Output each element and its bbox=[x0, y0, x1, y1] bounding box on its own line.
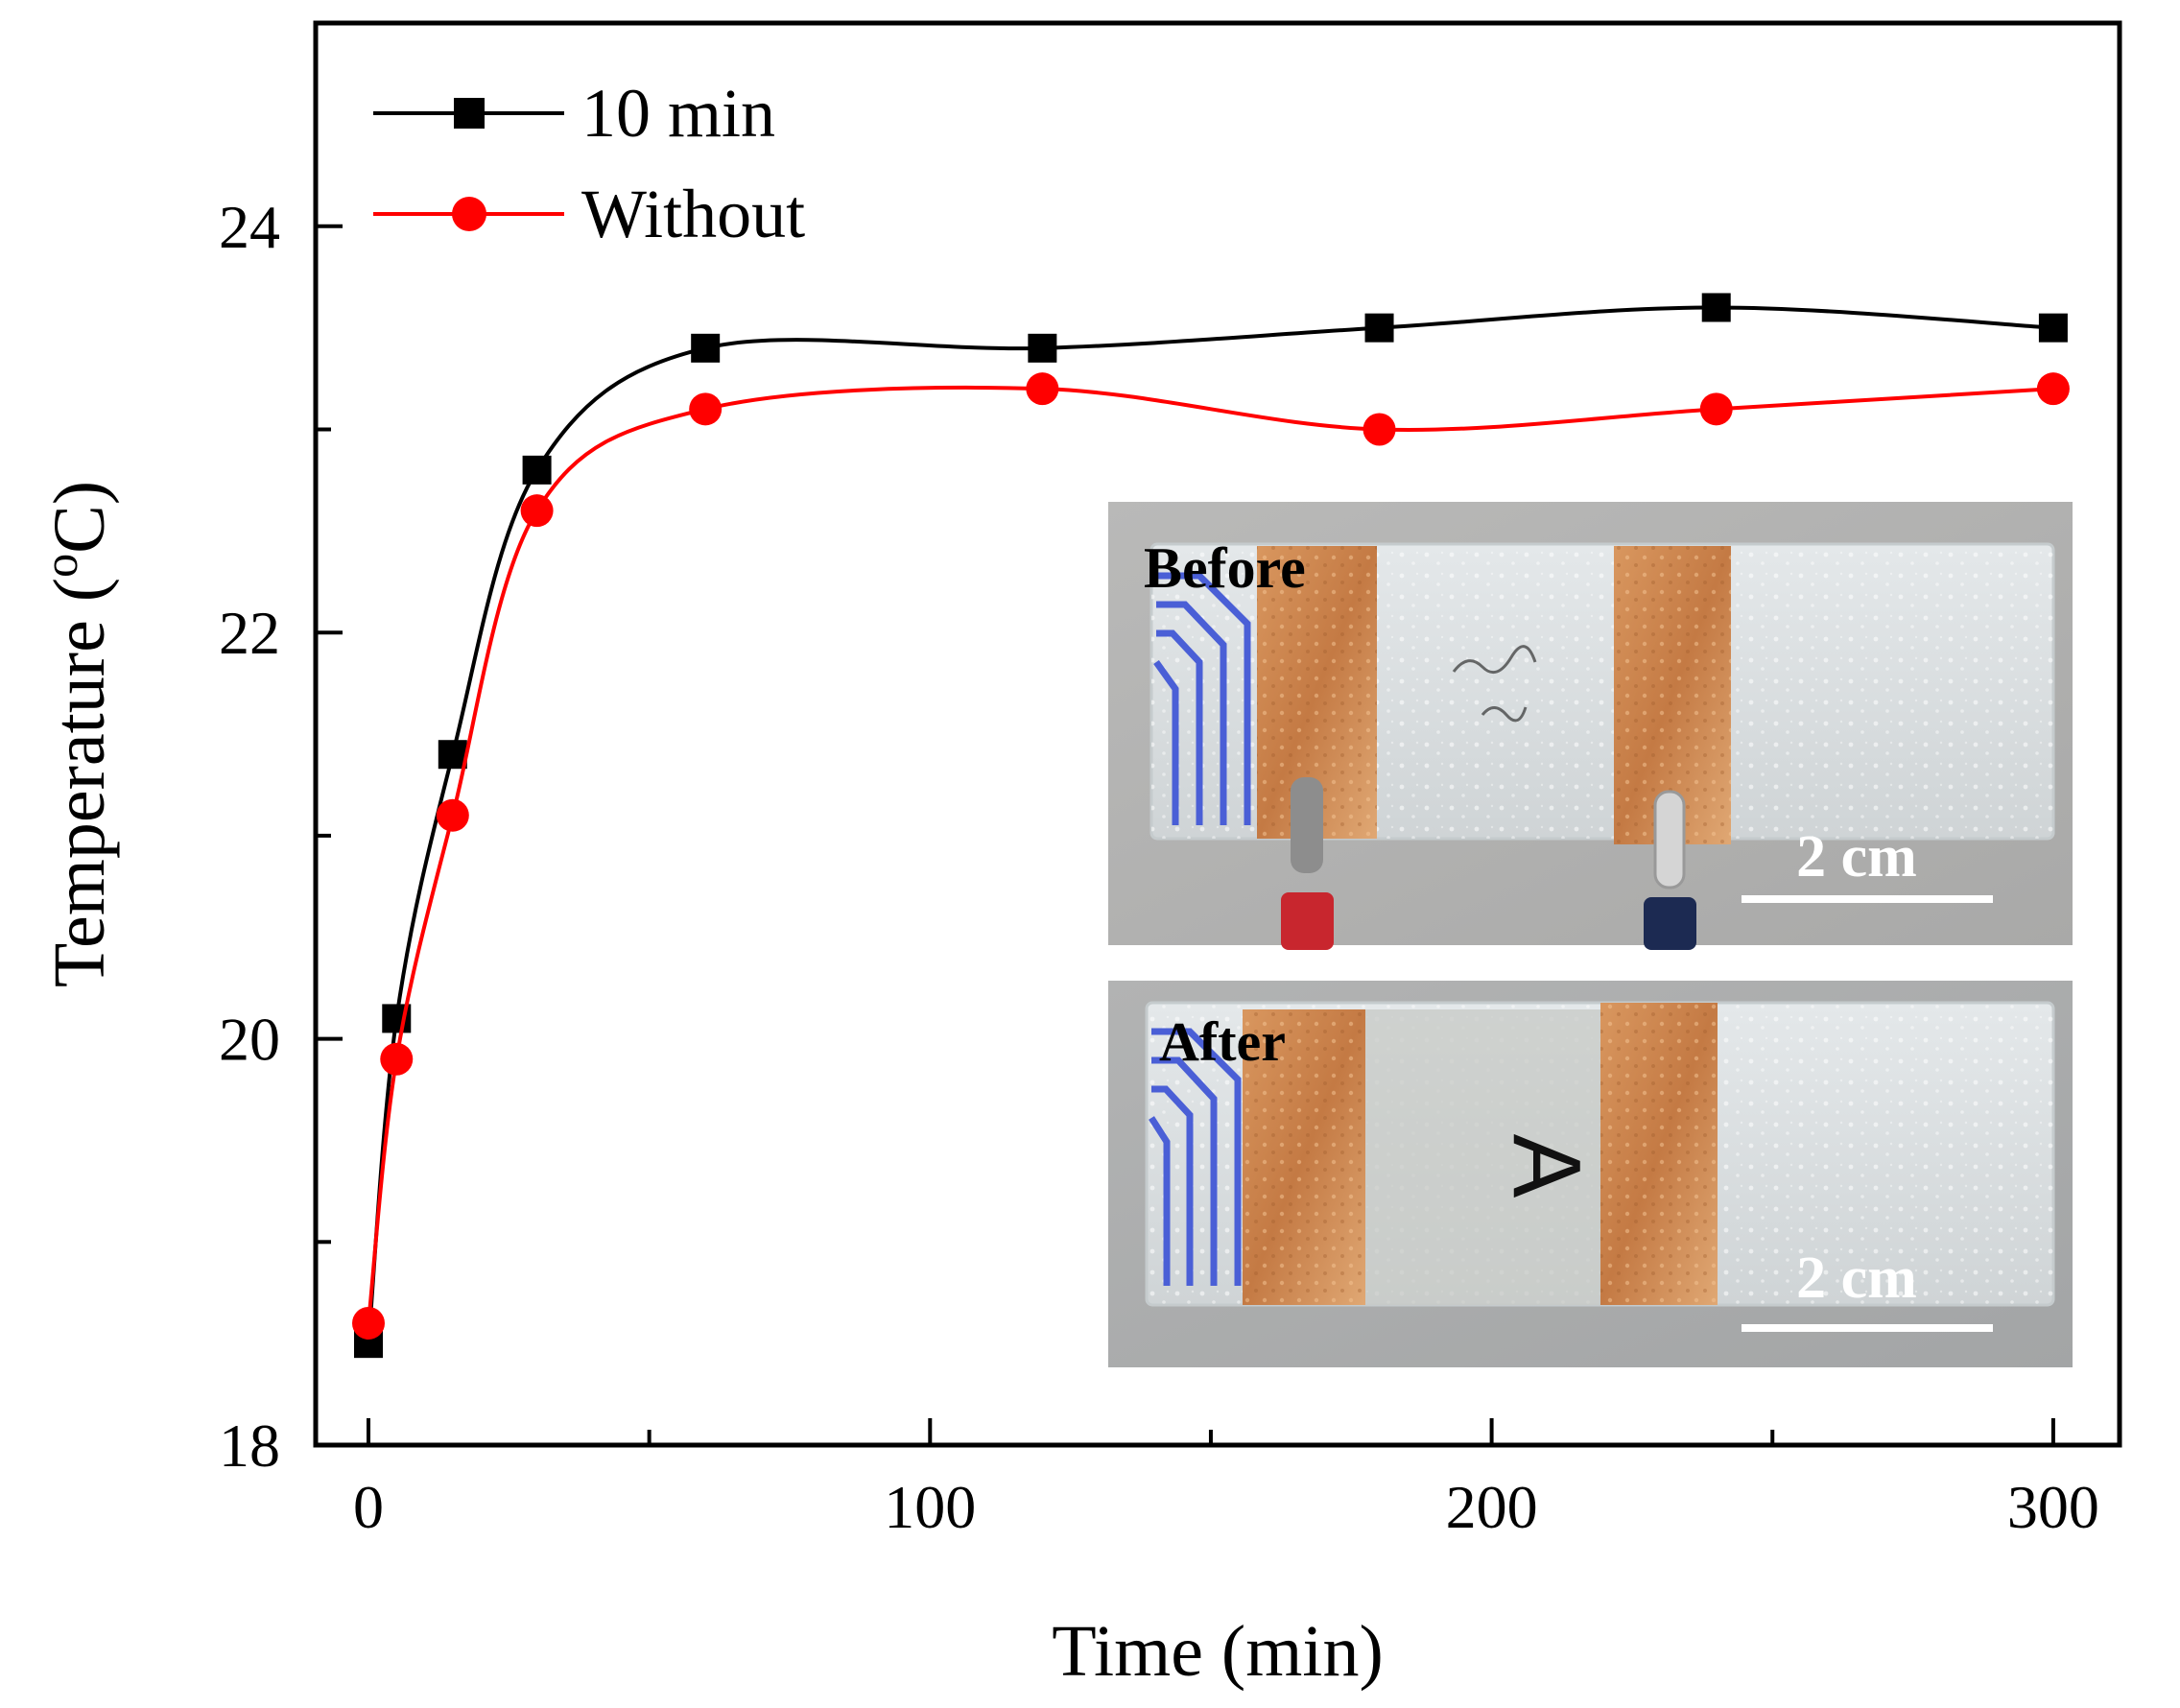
x-tick-label: 200 bbox=[1446, 1473, 1538, 1541]
y-tick-label: 22 bbox=[219, 599, 280, 667]
inset-before-scale-bar bbox=[1742, 895, 1993, 903]
data-point-circle bbox=[1362, 413, 1396, 446]
data-point-circle bbox=[352, 1306, 385, 1340]
data-point-square bbox=[2038, 313, 2068, 343]
data-point-circle bbox=[689, 392, 723, 426]
data-point-square bbox=[1028, 333, 1057, 363]
data-point-circle bbox=[520, 494, 554, 528]
x-tick-label: 300 bbox=[2007, 1473, 2099, 1541]
inset-after-sample-mark: A bbox=[1493, 1134, 1600, 1198]
inset-photo-after: A After 2 cm bbox=[1108, 981, 2073, 1367]
data-point-square bbox=[1701, 293, 1731, 322]
legend: 10 min Without bbox=[373, 75, 805, 252]
data-point-circle bbox=[1699, 392, 1733, 426]
inset-before-scale-label: 2 cm bbox=[1796, 824, 1917, 890]
circuit-pattern bbox=[1149, 1028, 1242, 1286]
inset-after-scale-bar bbox=[1742, 1324, 1993, 1332]
circuit-pattern bbox=[1153, 572, 1251, 825]
legend-marker bbox=[452, 197, 486, 231]
axes: 0 100 200 300 18 20 22 24 bbox=[219, 193, 2099, 1541]
y-tick-label: 18 bbox=[219, 1411, 280, 1480]
series-layer bbox=[352, 293, 2070, 1359]
series-line-1 bbox=[367, 385, 2054, 1324]
series-line-0 bbox=[367, 305, 2054, 1344]
plot-frame bbox=[313, 20, 2122, 1448]
data-point-circle bbox=[436, 798, 469, 832]
x-tick-label: 100 bbox=[884, 1473, 976, 1541]
inset-before-label: Before bbox=[1144, 536, 1306, 600]
legend-marker bbox=[454, 98, 485, 129]
inset-after-label: After bbox=[1159, 1010, 1286, 1073]
data-point-circle bbox=[1026, 372, 1059, 406]
y-tick-label: 20 bbox=[219, 1006, 280, 1074]
y-axis-title: Temperature (oC) bbox=[34, 481, 120, 987]
data-point-circle bbox=[380, 1042, 414, 1076]
x-tick-label: 0 bbox=[353, 1473, 384, 1541]
data-point-square bbox=[1364, 313, 1394, 343]
data-point-square bbox=[522, 455, 552, 485]
legend-label: Without bbox=[581, 176, 805, 252]
x-axis-title: Time (min) bbox=[1052, 1611, 1384, 1692]
data-point-square bbox=[438, 740, 467, 770]
data-point-circle bbox=[2036, 372, 2070, 406]
data-point-square bbox=[691, 333, 721, 363]
legend-label: 10 min bbox=[581, 75, 775, 152]
inset-photo-before: Before 2 cm bbox=[1108, 502, 2073, 950]
y-tick-label: 24 bbox=[219, 193, 280, 261]
inset-after-scale-label: 2 cm bbox=[1796, 1245, 1917, 1311]
